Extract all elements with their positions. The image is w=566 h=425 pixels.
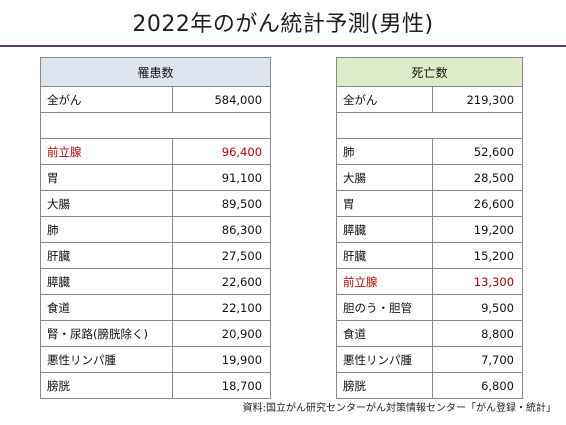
cancer-name: 腎・尿路(膀胱除く) [40,320,173,347]
total-label: 全がん [336,86,433,113]
count-value: 22,100 [171,294,272,321]
count-value: 15,200 [431,242,524,269]
cancer-name: 胃 [40,164,173,191]
count-value: 27,500 [171,242,272,269]
count-value: 96,400 [171,138,272,165]
table-row: 胃 91,100 [40,164,272,191]
count-value: 19,900 [171,346,272,373]
total-row: 全がん 219,300 [336,86,524,113]
count-value: 13,300 [431,268,524,295]
incidence-table: 罹患数 全がん 584,000 前立腺 96,400 胃 91,100 大腸 8… [39,57,272,399]
cancer-name: 胃 [336,190,433,217]
page-title: 2022年のがん統計予測(男性) [132,12,434,37]
table-row: 肺 52,600 [336,138,524,165]
table-row: 膵臓 19,200 [336,216,524,243]
table-row: 腎・尿路(膀胱除く) 20,900 [40,320,272,347]
spacer-cell [335,112,524,139]
spacer-row [335,112,524,139]
count-value: 9,500 [431,294,524,321]
table-row: 胃 26,600 [336,190,524,217]
table-row: 大腸 28,500 [336,164,524,191]
mortality-table: 死亡数 全がん 219,300 肺 52,600 大腸 28,500 胃 26,… [335,57,524,399]
cancer-name: 肝臓 [40,242,173,269]
table-row: 悪性リンパ腫 19,900 [40,346,272,373]
count-value: 89,500 [171,190,272,217]
cancer-name: 食道 [40,294,173,321]
count-value: 86,300 [171,216,272,243]
count-value: 91,100 [171,164,272,191]
table-row: 食道 22,100 [40,294,272,321]
table-header-row: 罹患数 [39,57,272,87]
count-value: 22,600 [171,268,272,295]
table-row: 大腸 89,500 [40,190,272,217]
table-row: 前立腺 96,400 [40,138,272,165]
count-value: 26,600 [431,190,524,217]
cancer-name: 大腸 [40,190,173,217]
spacer-row [39,112,272,139]
cancer-name: 大腸 [336,164,433,191]
cancer-name: 膀胱 [40,372,173,399]
table-row: 悪性リンパ腫 7,700 [336,346,524,373]
cancer-name: 肺 [40,216,173,243]
incidence-header: 罹患数 [39,57,272,87]
cancer-name: 膵臓 [40,268,173,295]
count-value: 18,700 [171,372,272,399]
table-row: 膵臓 22,600 [40,268,272,295]
table-row: 前立腺 13,300 [336,268,524,295]
table-row: 肺 86,300 [40,216,272,243]
spacer-cell [39,112,272,139]
cancer-name: 肺 [336,138,433,165]
cancer-name: 前立腺 [336,268,433,295]
mortality-header: 死亡数 [335,57,524,87]
title-divider [0,45,566,47]
source-note: 資料:国立がん研究センターがん対策情報センター「がん登録・統計」 [242,403,556,414]
table-row: 肝臓 27,500 [40,242,272,269]
table-row: 肝臓 15,200 [336,242,524,269]
cancer-name: 悪性リンパ腫 [40,346,173,373]
cancer-name: 食道 [336,320,433,347]
table-row: 胆のう・胆管 9,500 [336,294,524,321]
cancer-name: 胆のう・胆管 [336,294,433,321]
cancer-name: 膀胱 [336,372,433,399]
total-row: 全がん 584,000 [40,86,272,113]
cancer-name: 肝臓 [336,242,433,269]
count-value: 6,800 [431,372,524,399]
count-value: 52,600 [431,138,524,165]
count-value: 28,500 [431,164,524,191]
cancer-name: 悪性リンパ腫 [336,346,433,373]
total-value: 219,300 [431,86,524,113]
table-header-row: 死亡数 [335,57,524,87]
count-value: 19,200 [431,216,524,243]
table-row: 膀胱 6,800 [336,372,524,399]
table-row: 膀胱 18,700 [40,372,272,399]
count-value: 7,700 [431,346,524,373]
total-value: 584,000 [171,86,272,113]
table-row: 食道 8,800 [336,320,524,347]
total-label: 全がん [40,86,173,113]
count-value: 8,800 [431,320,524,347]
cancer-name: 前立腺 [40,138,173,165]
count-value: 20,900 [171,320,272,347]
cancer-name: 膵臓 [336,216,433,243]
